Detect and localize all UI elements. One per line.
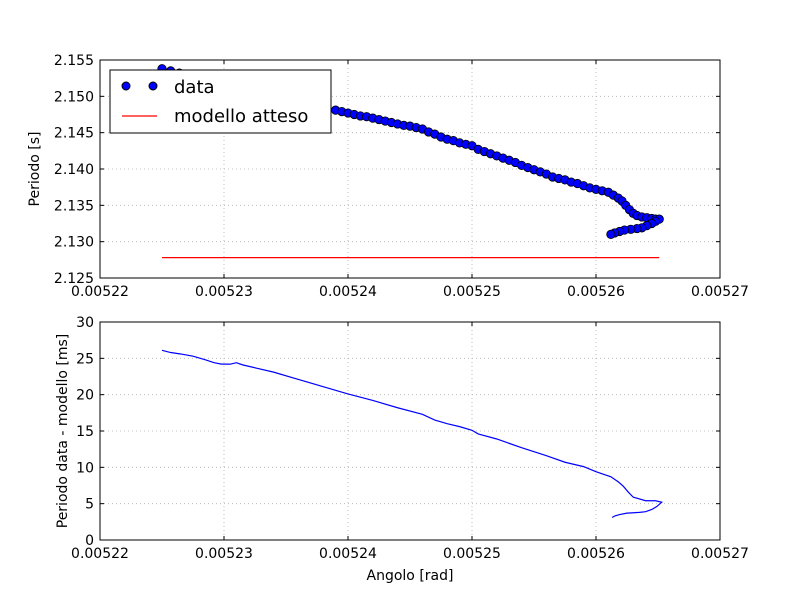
bottom-y-tick-label: 5 [85, 497, 94, 513]
bottom-series [161, 349, 663, 518]
bottom-x-tick-label: 0.00523 [195, 546, 253, 562]
bottom-x-axis-label: Angolo [rad] [367, 568, 454, 584]
top-y-tick-label: 2.140 [54, 162, 94, 178]
bottom-x-tick-label: 0.00524 [319, 546, 377, 562]
top-y-tick-label: 2.130 [54, 235, 94, 251]
bottom-y-tick-label: 25 [76, 351, 94, 367]
bottom-x-tick-label: 0.00527 [691, 546, 749, 562]
top-y-tick-label: 2.150 [54, 89, 94, 105]
bottom-x-tick-label: 0.00525 [443, 546, 501, 562]
top-x-tick-label: 0.00523 [195, 284, 253, 300]
legend-marker-data [148, 81, 158, 91]
legend-label-model: modello atteso [174, 106, 308, 127]
legend: data modello atteso [109, 69, 332, 134]
bottom-y-tick-label: 15 [76, 424, 94, 440]
top-y-axis-label: Periodo [s] [27, 132, 43, 207]
top-x-tick-label: 0.00526 [567, 284, 625, 300]
bottom-y-axis-label: Periodo data - modello [ms] [55, 334, 71, 529]
top-ticks: 0.00522 0.00523 0.00524 0.00525 0.00526 0.005… [54, 53, 749, 300]
top-x-tick-label: 0.00524 [319, 284, 377, 300]
bottom-plot: 0.00522 0.00523 0.00524 0.00525 0.00526 0.005… [55, 315, 749, 584]
data-point [606, 229, 616, 239]
top-y-tick-label: 2.125 [54, 271, 94, 287]
difference-line [161, 349, 663, 518]
bottom-x-tick-label: 0.00526 [567, 546, 625, 562]
bottom-y-tick-label: 30 [76, 315, 94, 331]
bottom-y-tick-label: 20 [76, 388, 94, 404]
bottom-y-tick-label: 10 [76, 460, 94, 476]
top-x-tick-label: 0.00522 [71, 284, 129, 300]
bottom-x-tick-label: 0.00522 [71, 546, 129, 562]
top-plot: 0.00522 0.00523 0.00524 0.00525 0.00526 0.005… [27, 53, 749, 300]
legend-marker-data [121, 81, 131, 91]
legend-label-data: data [174, 77, 215, 98]
top-x-tick-label: 0.00527 [691, 284, 749, 300]
top-y-tick-label: 2.145 [54, 126, 94, 142]
top-y-tick-label: 2.155 [54, 53, 94, 69]
bottom-ticks: 0.00522 0.00523 0.00524 0.00525 0.00526 0.005… [71, 315, 749, 562]
legend-frame [109, 69, 332, 134]
bottom-y-tick-label: 0 [85, 533, 94, 549]
top-y-tick-label: 2.135 [54, 198, 94, 214]
top-x-tick-label: 0.00525 [443, 284, 501, 300]
